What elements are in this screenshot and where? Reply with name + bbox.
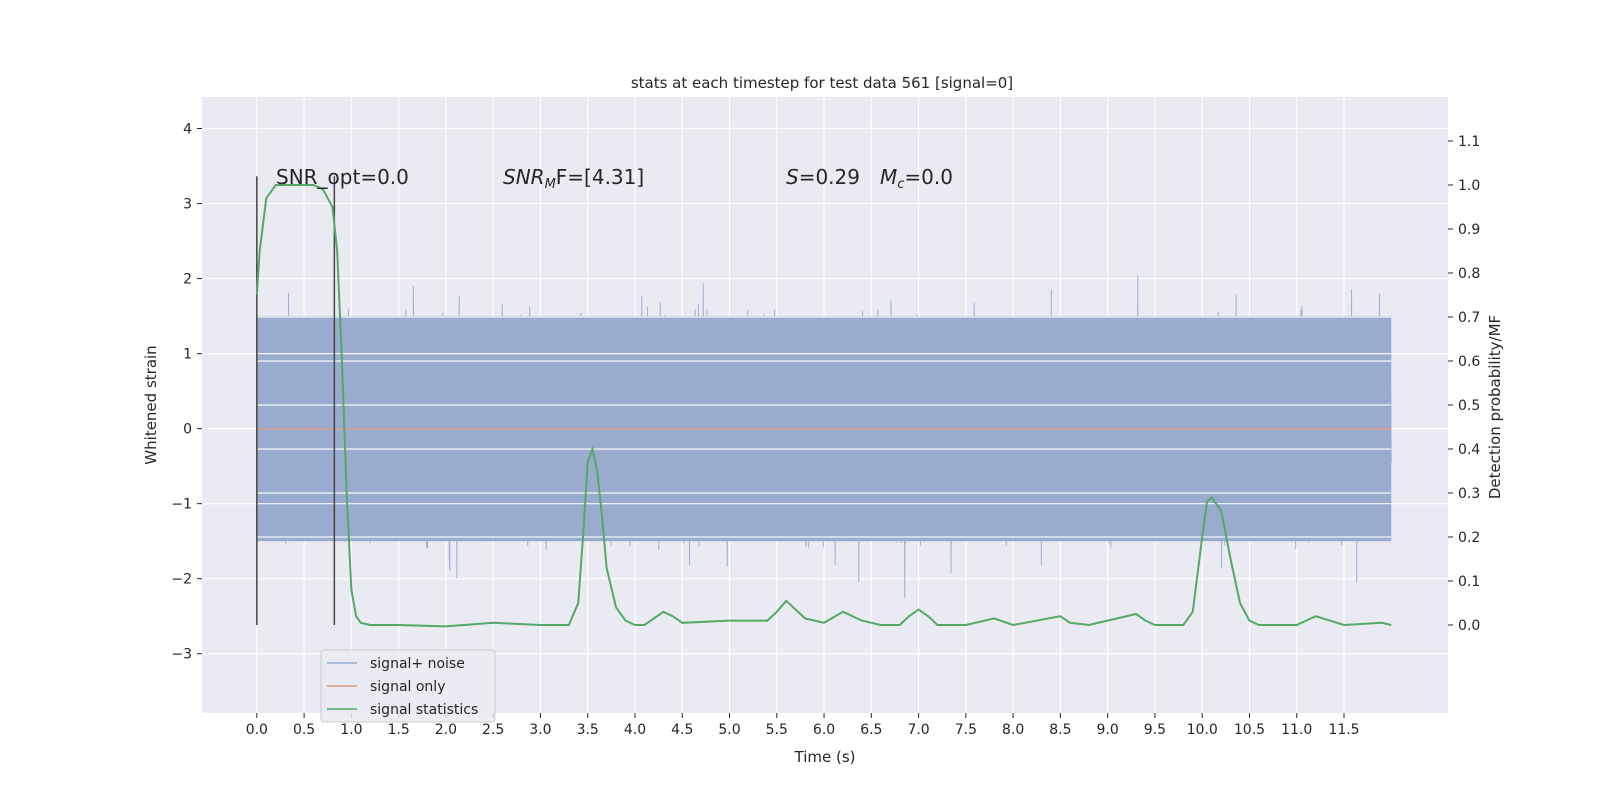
y-tick-label: 4 <box>183 122 192 138</box>
x-tick-label: 3.0 <box>529 722 551 738</box>
x-tick-label: 6.0 <box>813 722 835 738</box>
right-y-axis-ticks: 1.1 1.0 0.9 0.8 0.7 0.6 0.5 0.4 0.3 0.2 0.1 0.0 <box>1448 134 1480 634</box>
x-tick-label: 4.0 <box>624 722 646 738</box>
detection-window-lines <box>256 176 336 625</box>
y-tick-label: −2 <box>171 572 192 588</box>
x-tick-label: 9.0 <box>1097 722 1119 738</box>
legend-label-signal-only: signal only <box>370 679 445 695</box>
x-axis-label: Time (s) <box>794 748 856 766</box>
y-axis-label: Whitened strain <box>142 345 160 464</box>
right-y-tick-label: 1.1 <box>1458 134 1480 150</box>
chart-title: stats at each timestep for test data 561… <box>631 74 1013 92</box>
right-y-axis-label: Detection probability/MF <box>1486 315 1504 499</box>
x-tick-label: 8.0 <box>1002 722 1024 738</box>
x-tick-label: 2.5 <box>482 722 504 738</box>
right-y-tick-label: 0.9 <box>1458 222 1480 238</box>
x-tick-label: 11.5 <box>1328 722 1359 738</box>
x-tick-label: 7.0 <box>907 722 929 738</box>
right-y-tick-label: 0.2 <box>1458 530 1480 546</box>
legend-label-signal-statistics: signal statistics <box>370 702 478 718</box>
mc-subscript: c <box>897 177 904 192</box>
right-y-tick-label: 0.4 <box>1458 442 1480 458</box>
snr-mf-annotation: SNRMF=[4.31] <box>503 165 644 192</box>
x-tick-label: 5.5 <box>766 722 788 738</box>
legend-frame <box>320 649 496 723</box>
mc-annotation: Mc=0.0 <box>880 165 953 192</box>
snr-mf-value: F=[4.31] <box>556 165 644 189</box>
signal-statistics-series <box>255 184 1392 628</box>
right-y-tick-label: 0.7 <box>1458 310 1480 326</box>
x-tick-label: 4.5 <box>671 722 693 738</box>
x-tick-label: 0.5 <box>293 722 315 738</box>
x-tick-label: 3.5 <box>577 722 599 738</box>
x-tick-label: 1.0 <box>340 722 362 738</box>
x-tick-label: 7.5 <box>955 722 977 738</box>
right-y-tick-label: 0.1 <box>1458 574 1480 590</box>
x-tick-label: 8.5 <box>1049 722 1071 738</box>
x-tick-label: 6.5 <box>860 722 882 738</box>
x-tick-label: 9.5 <box>1144 722 1166 738</box>
legend: signal+ noise signal only signal statist… <box>320 649 496 723</box>
x-tick-label: 1.5 <box>388 722 410 738</box>
right-y-tick-label: 0.6 <box>1458 354 1480 370</box>
x-tick-label: 11.0 <box>1281 722 1312 738</box>
y-axis-ticks: 4 3 2 1 0 −1 −2 −3 <box>171 122 202 663</box>
right-y-tick-label: 0.8 <box>1458 266 1480 282</box>
x-tick-label: 10.0 <box>1187 722 1218 738</box>
legend-label-signal-noise: signal+ noise <box>370 656 465 672</box>
right-y-tick-label: 0.5 <box>1458 398 1480 414</box>
x-tick-label: 5.0 <box>718 722 740 738</box>
y-tick-label: 2 <box>183 272 192 288</box>
x-tick-label: 10.5 <box>1234 722 1265 738</box>
s-symbol: S <box>786 165 799 189</box>
y-tick-label: 1 <box>183 347 192 363</box>
snr-opt-annotation: SNR_opt=0.0 <box>276 165 409 189</box>
right-y-tick-label: 0.3 <box>1458 486 1480 502</box>
y-tick-label: 3 <box>183 197 192 213</box>
y-tick-label: 0 <box>183 422 192 438</box>
right-y-tick-label: 0.0 <box>1458 618 1480 634</box>
s-value: =0.29 <box>799 165 860 189</box>
signal-statistics-line <box>255 184 1392 628</box>
x-tick-label: 2.0 <box>435 722 457 738</box>
snr-mf-subscript: M <box>545 177 556 192</box>
y-tick-label: −3 <box>171 647 192 663</box>
snr-mf-symbol: SNR <box>503 165 545 189</box>
right-y-tick-label: 1.0 <box>1458 178 1480 194</box>
mc-value: =0.0 <box>904 165 953 189</box>
x-axis-ticks: 0.0 0.5 1.0 1.5 2.0 2.5 3.0 3.5 4.0 4.5 5.0 5.5 6.0 6… <box>246 713 1360 738</box>
x-tick-label: 0.0 <box>246 722 268 738</box>
y-tick-label: −1 <box>171 497 192 513</box>
mc-symbol: M <box>880 165 897 189</box>
s-annotation: S=0.29 <box>786 165 860 189</box>
